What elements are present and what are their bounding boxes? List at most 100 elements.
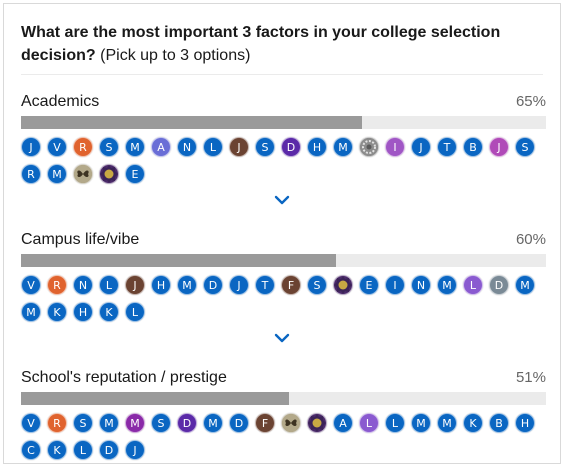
voter-avatar[interactable]: S (307, 275, 327, 295)
voter-avatar[interactable]: M (177, 275, 197, 295)
voter-avatar[interactable]: M (411, 413, 431, 433)
voter-avatar[interactable]: A (151, 137, 171, 157)
voter-avatar[interactable]: T (437, 137, 457, 157)
chevron-down-icon[interactable] (274, 195, 290, 205)
voter-avatar[interactable]: M (437, 275, 457, 295)
voter-avatar[interactable]: J (21, 137, 41, 157)
voter-avatar[interactable]: J (125, 440, 145, 460)
voter-avatar[interactable]: M (125, 137, 145, 157)
result-bar-fill (21, 116, 363, 129)
voter-avatar[interactable]: J (125, 275, 145, 295)
option-percent: 51% (515, 369, 546, 386)
voter-avatar[interactable]: D (281, 137, 301, 157)
divider (21, 74, 543, 75)
voter-avatar[interactable]: I (385, 137, 405, 157)
voter-avatar[interactable]: M (21, 302, 41, 322)
voter-avatar[interactable]: C (21, 440, 41, 460)
voter-avatar[interactable]: B (463, 137, 483, 157)
voter-avatar[interactable]: L (359, 413, 379, 433)
poll-question-hint: (Pick up to 3 options) (95, 47, 251, 64)
voter-avatar[interactable]: M (125, 413, 145, 433)
result-bar (21, 392, 546, 405)
voter-avatar[interactable]: L (203, 137, 223, 157)
voter-avatar[interactable]: B (489, 413, 509, 433)
result-bar-fill (21, 392, 289, 405)
voter-avatar[interactable]: R (21, 164, 41, 184)
voter-avatar[interactable]: J (229, 275, 249, 295)
voter-avatar[interactable]: D (489, 275, 509, 295)
profile-photo-icon[interactable] (359, 137, 379, 157)
voter-avatar[interactable]: D (177, 413, 197, 433)
voter-avatar[interactable]: L (73, 440, 93, 460)
voter-avatar[interactable]: H (73, 302, 93, 322)
poll-card: What are the most important 3 factors in… (3, 3, 561, 464)
voter-avatar[interactable]: S (99, 137, 119, 157)
option-label: Academics (21, 93, 100, 110)
voter-avatar[interactable]: L (385, 413, 405, 433)
voter-avatar[interactable]: E (125, 164, 145, 184)
voter-avatar[interactable]: J (411, 137, 431, 157)
voter-avatar[interactable]: S (515, 137, 535, 157)
voter-avatar[interactable]: M (437, 413, 457, 433)
voter-avatar[interactable]: K (47, 440, 67, 460)
voter-avatar[interactable]: E (359, 275, 379, 295)
option-percent: 65% (515, 93, 546, 110)
voter-avatar[interactable]: V (21, 413, 41, 433)
voter-avatar[interactable]: S (151, 413, 171, 433)
butterfly-photo-icon[interactable] (73, 164, 93, 184)
voter-avatar[interactable]: H (515, 413, 535, 433)
voter-avatar[interactable]: F (255, 413, 275, 433)
result-bar (21, 254, 546, 267)
voter-avatar[interactable]: L (463, 275, 483, 295)
poll-question: What are the most important 3 factors in… (21, 21, 541, 67)
voter-avatar[interactable]: M (99, 413, 119, 433)
voter-avatar[interactable]: R (47, 275, 67, 295)
chevron-down-icon[interactable] (274, 333, 290, 343)
voter-avatar[interactable]: M (333, 137, 353, 157)
butterfly-photo-icon[interactable] (281, 413, 301, 433)
badge-photo-icon[interactable] (333, 275, 353, 295)
voter-avatar[interactable]: S (73, 413, 93, 433)
voter-avatar[interactable]: R (47, 413, 67, 433)
voter-avatar[interactable]: L (99, 275, 119, 295)
voter-avatar[interactable]: M (47, 164, 67, 184)
option-label: Campus life/vibe (21, 231, 140, 248)
voter-avatar[interactable]: T (255, 275, 275, 295)
voter-avatar[interactable]: N (177, 137, 197, 157)
voter-avatar[interactable]: I (385, 275, 405, 295)
voter-avatar[interactable]: J (229, 137, 249, 157)
voter-avatar[interactable]: K (47, 302, 67, 322)
voter-avatar[interactable]: S (255, 137, 275, 157)
voter-avatar[interactable]: H (307, 137, 327, 157)
voter-avatar[interactable]: D (203, 275, 223, 295)
voter-avatar[interactable]: V (47, 137, 67, 157)
voter-avatar[interactable]: D (99, 440, 119, 460)
voter-avatar[interactable]: F (281, 275, 301, 295)
result-bar (21, 116, 546, 129)
voter-avatar[interactable]: N (411, 275, 431, 295)
voter-avatar[interactable]: J (489, 137, 509, 157)
voter-avatar[interactable]: V (21, 275, 41, 295)
voter-avatar[interactable]: N (73, 275, 93, 295)
option-percent: 60% (515, 231, 546, 248)
option-label: School's reputation / prestige (21, 369, 227, 386)
badge-photo-icon[interactable] (99, 164, 119, 184)
voter-avatar[interactable]: M (515, 275, 535, 295)
voter-avatar[interactable]: K (99, 302, 119, 322)
badge-photo-icon[interactable] (307, 413, 327, 433)
voter-avatar[interactable]: R (73, 137, 93, 157)
voter-avatar[interactable]: H (151, 275, 171, 295)
result-bar-fill (21, 254, 336, 267)
voter-avatar[interactable]: M (203, 413, 223, 433)
voter-avatar[interactable]: A (333, 413, 353, 433)
voter-avatar[interactable]: L (125, 302, 145, 322)
poll-question-text: What are the most important 3 factors in… (21, 24, 501, 64)
voter-avatar[interactable]: K (463, 413, 483, 433)
voter-avatar[interactable]: D (229, 413, 249, 433)
